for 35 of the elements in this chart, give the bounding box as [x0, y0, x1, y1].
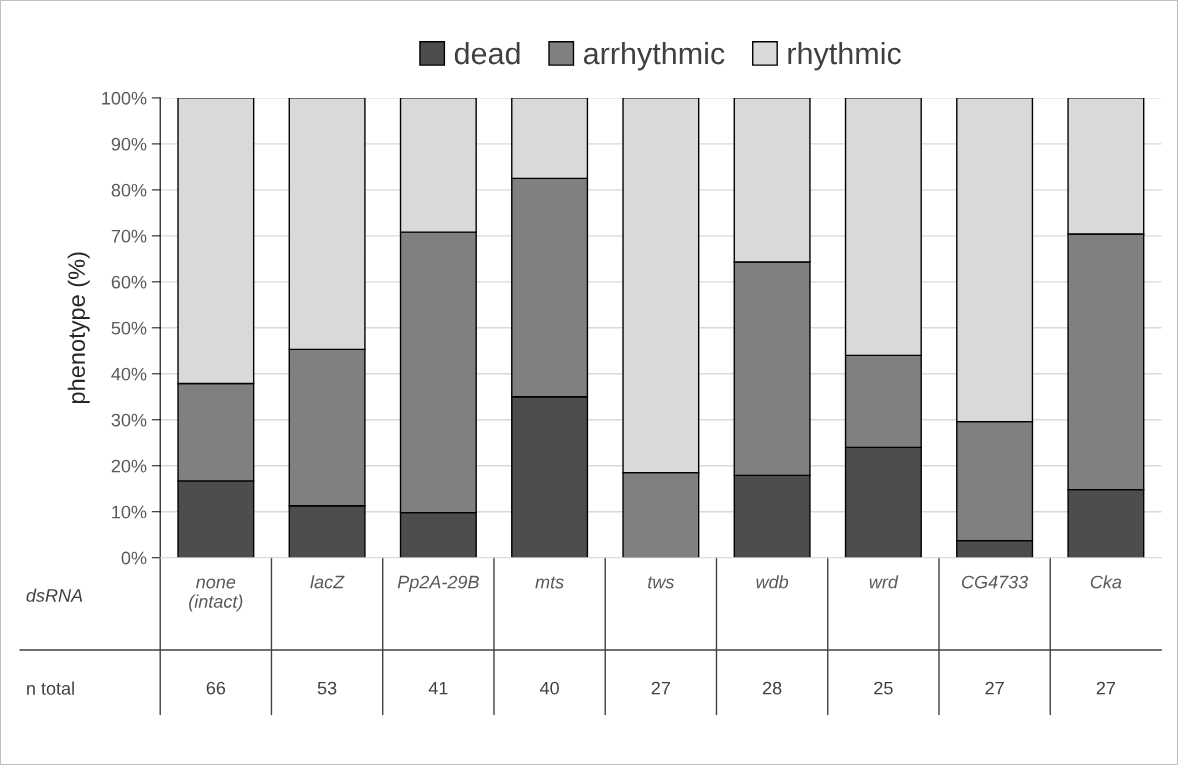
x-tick-label: wrd	[869, 575, 899, 589]
y-tick-label: 80%	[111, 183, 147, 197]
y-tick-label: 50%	[111, 321, 147, 335]
legend-label: arrhythmic	[583, 41, 725, 71]
text: n total	[27, 681, 74, 695]
y-tick-label: 90%	[111, 137, 147, 151]
x-tick-label: mts	[535, 576, 564, 589]
legend-label: dead	[454, 41, 520, 65]
text: 25	[874, 681, 893, 695]
y-tick-label: 20%	[111, 459, 147, 473]
x-tick-label: none (intact)	[189, 578, 243, 612]
y-tick-label: 40%	[111, 367, 147, 381]
y-tick-label: 10%	[112, 505, 147, 519]
y-axis-title: phenotype (%)	[67, 252, 90, 404]
y-tick-label: 0%	[121, 551, 147, 565]
y-tick-label: 100%	[102, 91, 147, 105]
x-tick-label: lacZ	[310, 575, 345, 589]
text: 27	[651, 681, 670, 695]
text: 27	[1096, 681, 1116, 695]
x-tick-label: Pp2A-29B	[397, 575, 479, 592]
y-tick-label: 30%	[111, 413, 147, 427]
x-axis-title: dsRNA	[26, 588, 83, 602]
x-tick-label: CG4733	[962, 575, 1029, 589]
legend-label: rhythmic	[788, 41, 901, 71]
text: 40	[539, 681, 559, 695]
text: 53	[317, 681, 337, 695]
x-tick-label: Cka	[1090, 575, 1122, 589]
text: 66	[206, 681, 226, 695]
text: 41	[428, 681, 448, 695]
y-tick-label: 70%	[111, 229, 147, 243]
text: 28	[762, 681, 782, 695]
x-tick-label: tws	[648, 576, 675, 589]
text: 27	[985, 681, 1004, 695]
y-tick-label: 60%	[111, 275, 147, 289]
x-tick-label: wdb	[756, 575, 789, 589]
